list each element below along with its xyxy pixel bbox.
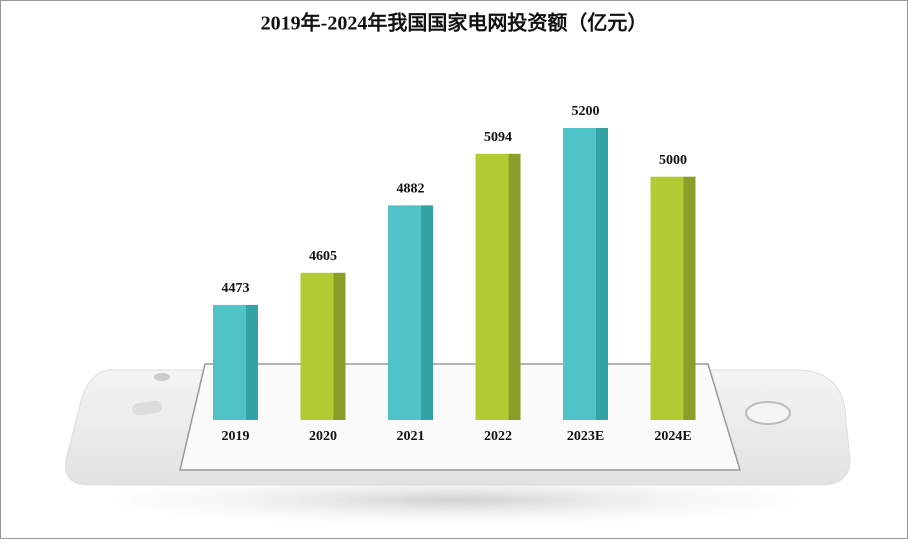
value-label: 5200 xyxy=(572,104,600,119)
bar xyxy=(388,205,433,420)
value-label: 4473 xyxy=(222,281,250,296)
bar-front xyxy=(563,128,596,420)
bar-side xyxy=(421,205,433,420)
bar xyxy=(213,304,258,420)
bar xyxy=(300,272,346,420)
bar-front xyxy=(300,272,334,420)
x-tick-label: 2022 xyxy=(484,429,512,444)
chart-title: 2019年-2024年我国国家电网投资额（亿元） xyxy=(261,11,648,35)
bar-side xyxy=(596,128,608,420)
bar-side xyxy=(508,153,521,420)
x-tick-label: 2024E xyxy=(654,429,691,444)
bar xyxy=(563,128,608,420)
x-tick-label: 2023E xyxy=(567,429,604,444)
bar-side xyxy=(246,304,258,420)
bar xyxy=(650,176,696,420)
bar-front xyxy=(475,153,509,420)
phone-home-button xyxy=(745,401,791,425)
bar-front xyxy=(650,176,684,420)
x-tick-label: 2020 xyxy=(309,429,337,444)
x-tick-label: 2019 xyxy=(222,429,250,444)
value-label: 4605 xyxy=(309,249,337,264)
bar xyxy=(475,153,521,420)
value-label: 5000 xyxy=(659,153,687,168)
phone-camera xyxy=(154,373,170,381)
bar-side xyxy=(333,272,346,420)
phone-speaker xyxy=(132,400,162,416)
value-label: 4882 xyxy=(397,182,425,197)
bar-front xyxy=(213,304,246,420)
bar-side xyxy=(683,176,696,420)
bar-front xyxy=(388,205,421,420)
value-label: 5094 xyxy=(484,130,512,145)
x-tick-label: 2021 xyxy=(397,429,425,444)
